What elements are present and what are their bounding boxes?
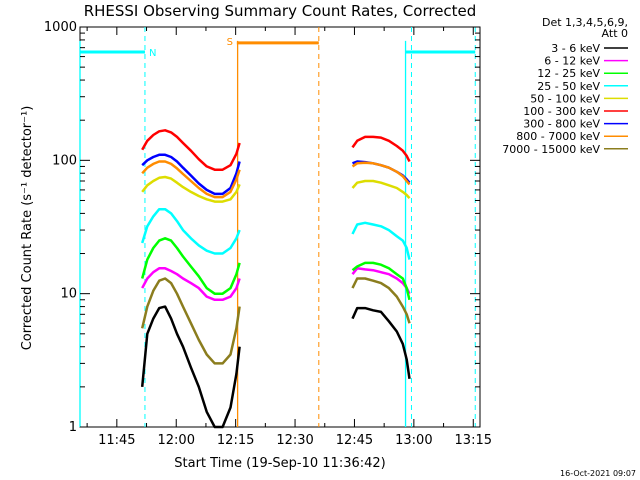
x-tick-label: 12:00 bbox=[158, 433, 195, 448]
legend-entry: 50 - 100 keV bbox=[530, 92, 600, 105]
series-line bbox=[140, 277, 241, 365]
timestamp: 16-Oct-2021 09:07 bbox=[560, 469, 636, 478]
legend-entry: 25 - 50 keV bbox=[537, 80, 600, 93]
y-axis-ticks: 1 10 100 1000 bbox=[44, 20, 480, 435]
series-line bbox=[140, 305, 241, 429]
x-tick-label: 11:45 bbox=[98, 433, 135, 448]
y-axis-label-text: Corrected Count Rate (s⁻¹ detector⁻¹) bbox=[20, 106, 35, 351]
legend-entry: 3 - 6 keV bbox=[551, 42, 600, 55]
chart-title: RHESSI Observing Summary Count Rates, Co… bbox=[84, 2, 477, 20]
saa-label: S bbox=[227, 37, 233, 48]
plot-area: NS bbox=[79, 26, 481, 429]
x-tick-label: 12:15 bbox=[217, 433, 254, 448]
x-tick-label: 12:45 bbox=[336, 433, 373, 448]
x-tick-label: 13:00 bbox=[395, 433, 432, 448]
y-tick-label: 1 bbox=[69, 420, 77, 435]
y-tick-label: 1000 bbox=[44, 20, 77, 35]
x-axis-ticks: 11:45 12:00 12:15 12:30 12:45 13:00 13:15 bbox=[86, 27, 492, 448]
legend-entry: 12 - 25 keV bbox=[537, 67, 600, 80]
series-line bbox=[140, 237, 241, 295]
series-line bbox=[141, 207, 241, 255]
y-axis-label: Corrected Count Rate (s⁻¹ detector⁻¹) bbox=[20, 106, 35, 351]
series-line bbox=[141, 160, 241, 199]
legend-entry: 6 - 12 keV bbox=[544, 55, 600, 68]
series-line bbox=[351, 277, 411, 324]
x-axis-label: Start Time (19-Sep-10 11:36:42) bbox=[174, 456, 385, 471]
series-line bbox=[141, 129, 241, 171]
legend-entry: 100 - 300 keV bbox=[523, 105, 600, 118]
legend-entry: 800 - 7000 keV bbox=[516, 130, 600, 143]
y-tick-label: 10 bbox=[60, 287, 77, 302]
series-line bbox=[351, 261, 411, 301]
series-line bbox=[141, 175, 241, 203]
x-tick-label: 13:15 bbox=[455, 433, 492, 448]
legend-entry: 300 - 800 keV bbox=[523, 118, 600, 131]
series-line bbox=[351, 135, 411, 163]
legend-header: Att 0 bbox=[602, 27, 628, 40]
series-line bbox=[351, 306, 411, 379]
night-label: N bbox=[149, 48, 156, 59]
series-line bbox=[141, 153, 241, 196]
series-line bbox=[351, 161, 411, 186]
series-line bbox=[351, 179, 411, 200]
series-line bbox=[351, 221, 411, 260]
legend-header: Det 1,3,4,5,6,9, bbox=[542, 16, 628, 29]
series-line bbox=[141, 267, 241, 302]
x-tick-label: 12:30 bbox=[276, 433, 313, 448]
legend-entry: 7000 - 15000 keV bbox=[502, 143, 600, 156]
y-tick-label: 100 bbox=[52, 153, 77, 168]
